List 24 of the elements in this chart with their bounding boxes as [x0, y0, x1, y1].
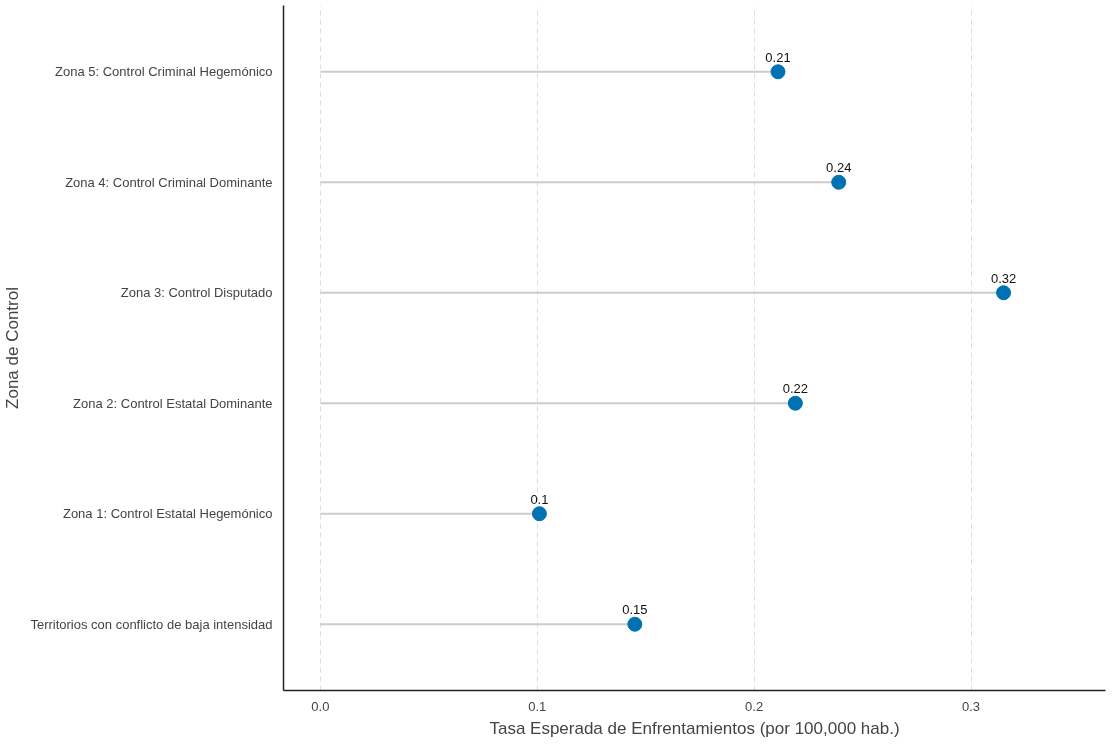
y-tick-label: Zona 1: Control Estatal Hegemónico: [62, 506, 273, 522]
point: [787, 395, 803, 411]
y-tick-label: Zona 5: Control Criminal Hegemónico: [55, 64, 273, 80]
y-tick-label: Zona 2: Control Estatal Dominante: [73, 395, 273, 411]
x-tick-label: 0.3: [961, 698, 981, 714]
x-tick-label: 0.0: [311, 698, 330, 714]
data-label: 0.15: [622, 602, 648, 618]
point: [996, 285, 1012, 301]
x-axis-title: Tasa Esperada de Enfrentamientos (por 100,000 hab.): [489, 718, 900, 738]
data-label: 0.22: [782, 381, 809, 397]
x-tick-label: 0.1: [528, 698, 547, 714]
point: [531, 506, 547, 522]
y-tick-label: Zona 3: Control Disputado: [120, 285, 273, 301]
data-label: 0.24: [826, 160, 852, 176]
y-tick-label: Zona 4: Control Criminal Dominante: [65, 174, 273, 190]
y-tick-label: Territorios con conflicto de baja intensidad: [30, 616, 273, 632]
data-label: 0.1: [530, 491, 549, 507]
point: [770, 64, 786, 80]
point: [627, 616, 643, 632]
data-label: 0.32: [990, 270, 1017, 286]
point: [831, 174, 847, 190]
y-axis-title: Zona de Control: [3, 287, 23, 409]
data-label: 0.21: [765, 49, 791, 65]
x-tick-label: 0.2: [745, 698, 764, 714]
